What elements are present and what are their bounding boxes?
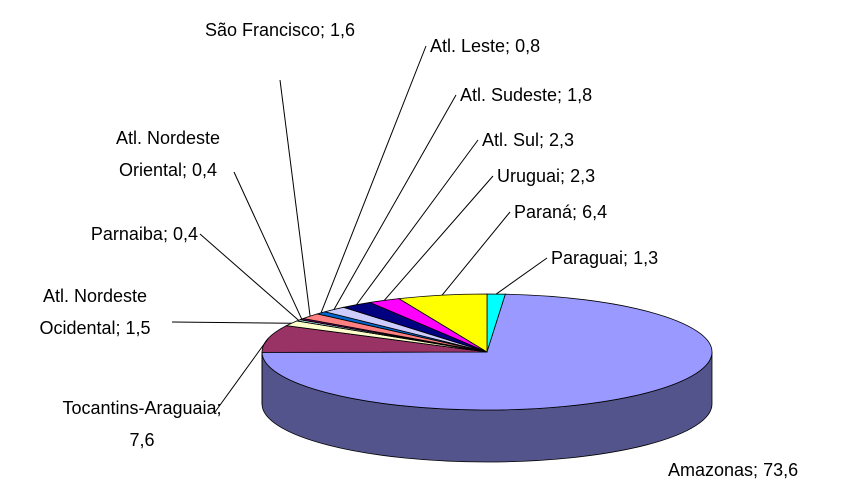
category-label: Atl. Nordeste Ocidental; (39, 286, 148, 338)
slice-label: Uruguai; 2,3 (497, 160, 697, 192)
slice-label: Tocantins-Araguaia; 7,6 (62, 392, 222, 456)
value-label: 2,3 (570, 166, 596, 186)
value-label: 6,4 (582, 202, 608, 222)
slice-label: Atl. Sul; 2,3 (482, 124, 682, 156)
leader-line (383, 175, 494, 301)
category-label: São Francisco; (204, 20, 325, 40)
slice-label: Parnaiba; 0,4 (28, 218, 198, 250)
slice-label: Atl. Sudeste; 1,8 (460, 79, 660, 111)
slice-label: Atl. Nordeste Oriental; 0,4 (88, 122, 248, 186)
slice-label: Paraná; 6,4 (514, 196, 714, 228)
value-label: 1,8 (567, 85, 593, 105)
leader-line (214, 338, 269, 413)
leader-line (320, 45, 427, 314)
category-label: Parnaiba; (90, 224, 168, 244)
category-label: Tocantins-Araguaia; (62, 398, 222, 418)
value-label: 1,6 (330, 20, 356, 40)
leader-line (199, 233, 299, 321)
category-label: Atl. Sudeste; (460, 85, 563, 105)
slice (261, 325, 488, 353)
leader-line (171, 321, 292, 324)
leader-line (356, 139, 479, 306)
slice (397, 293, 488, 353)
value-label: 2,3 (549, 130, 575, 150)
value-label: 1,3 (633, 248, 659, 268)
value-label: 0,4 (192, 160, 218, 180)
leader-line (333, 94, 457, 310)
leader-line (441, 211, 511, 296)
leader-line (495, 257, 548, 295)
slice-label: Paraguai; 1,3 (551, 242, 731, 274)
value-label: 73,6 (763, 460, 799, 480)
value-label: 0,4 (172, 224, 198, 244)
category-label: Atl. Sul; (482, 130, 545, 150)
slice-label: Amazonas; 73,6 (668, 454, 846, 484)
category-label: Atl. Leste; (430, 36, 511, 56)
category-label: Paraná; (514, 202, 578, 222)
category-label: Uruguai; (497, 166, 566, 186)
leader-line (279, 79, 311, 317)
value-label: 1,5 (125, 318, 151, 338)
slice-label: Atl. Nordeste Ocidental; 1,5 (10, 280, 180, 344)
value-label: 7,6 (129, 430, 155, 450)
category-label: Paraguai; (551, 248, 629, 268)
leader-line (233, 171, 303, 320)
slice-label: Atl. Leste; 0,8 (430, 30, 630, 62)
category-label: Atl. Nordeste Oriental; (115, 128, 221, 180)
value-label: 0,8 (515, 36, 541, 56)
slice-label: São Francisco; 1,6 (195, 14, 365, 46)
category-label: Amazonas; (668, 460, 759, 480)
